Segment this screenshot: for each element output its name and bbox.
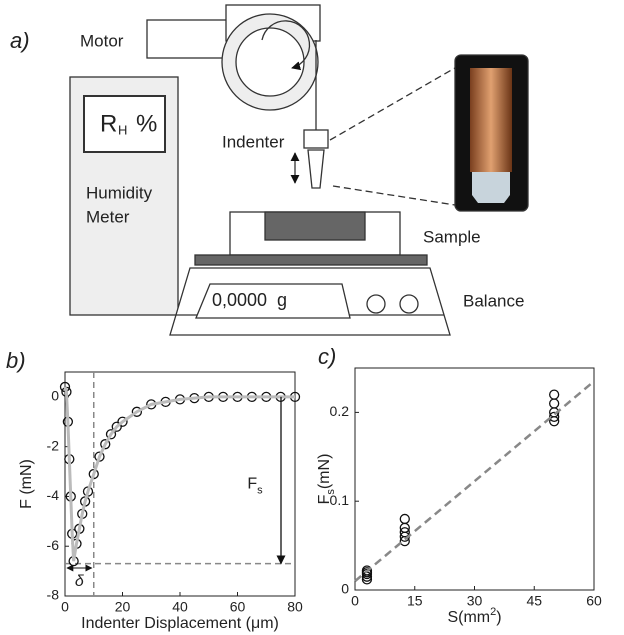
x-axis-label: S(mm2) — [447, 606, 501, 626]
balance-plate — [194, 254, 428, 266]
x-tick-label: 45 — [526, 593, 542, 609]
y-axis-label: F (mN) — [18, 459, 35, 509]
photo-copper — [470, 68, 512, 172]
label-part: s — [257, 484, 263, 496]
meter-label: Humidity — [86, 183, 153, 202]
button — [399, 294, 419, 314]
panel-label: c) — [318, 344, 336, 369]
y-tick-label: 0.2 — [330, 403, 350, 419]
motor-inner — [235, 27, 305, 97]
y-tick-label: -6 — [47, 537, 60, 553]
fit-curve — [63, 386, 295, 562]
data-point — [131, 406, 143, 417]
data-point — [549, 389, 560, 400]
y-tick-label: 0.1 — [330, 492, 350, 508]
data-point — [105, 429, 117, 440]
panel-label: b) — [6, 348, 26, 373]
delta-label: δ — [75, 573, 85, 590]
x-tick-label: 60 — [230, 599, 246, 615]
balance-label: Balance — [463, 291, 524, 310]
meter-h: H — [118, 122, 127, 137]
label-part: F (mN) — [18, 459, 35, 509]
data-point — [399, 527, 410, 538]
meter-r: R — [100, 110, 117, 137]
zoom-line — [332, 185, 456, 206]
sample — [264, 211, 366, 241]
data-point — [361, 565, 373, 576]
display-text: 0,0000 g — [212, 290, 287, 310]
motor-label: Motor — [80, 31, 124, 50]
x-tick-label: 60 — [586, 593, 602, 609]
rotation-arrow — [261, 20, 311, 71]
label-part: μ — [251, 615, 260, 632]
indenter-tip — [307, 149, 325, 189]
x-tick-label: 0 — [61, 599, 69, 615]
fs-label: Fs — [247, 475, 263, 496]
meter-label: Meter — [86, 207, 130, 226]
panel-label: a) — [10, 28, 30, 53]
data-point — [549, 398, 560, 409]
fit-line — [354, 380, 595, 583]
x-tick-label: 20 — [115, 599, 131, 615]
y-tick-label: -4 — [47, 487, 60, 503]
y-tick-label: -2 — [47, 437, 60, 453]
y-tick-label: 0 — [51, 388, 59, 404]
label-part: F — [316, 494, 333, 504]
data-point — [100, 439, 111, 450]
label-part: F — [247, 475, 257, 492]
x-tick-label: 0 — [351, 593, 359, 609]
sample-label: Sample — [423, 227, 481, 246]
photo-sample — [472, 172, 510, 203]
balance-display — [195, 283, 351, 319]
label-part: 2 — [490, 606, 496, 618]
x-tick-label: 80 — [287, 599, 303, 615]
indenter-label: Indenter — [222, 132, 285, 151]
x-axis-label: Indenter Displacement (μm) — [81, 615, 279, 632]
label-part: (mN) — [316, 454, 333, 490]
label-part: S(mm — [447, 609, 490, 626]
y-axis-label: Fs(mN) — [316, 454, 337, 505]
label-part: ) — [496, 609, 501, 626]
y-tick-label: -8 — [47, 587, 60, 603]
label-part: m) — [260, 615, 279, 632]
x-tick-label: 40 — [172, 599, 188, 615]
meter-screen — [83, 95, 166, 153]
motor-arm — [146, 19, 233, 59]
indenter-holder — [303, 129, 329, 149]
y-tick-label: 0 — [341, 581, 349, 597]
data-point — [117, 416, 128, 427]
x-tick-label: 30 — [467, 593, 483, 609]
zoom-line — [329, 67, 456, 141]
meter-pct: % — [136, 110, 157, 137]
label-part: s — [325, 489, 337, 495]
data-point — [399, 513, 410, 525]
button — [366, 294, 386, 314]
diagram: a) Motor Indenter R H % Humidity Meter S… — [10, 4, 529, 336]
label-part: Indenter Displacement ( — [81, 615, 252, 632]
x-tick-label: 15 — [407, 593, 423, 609]
